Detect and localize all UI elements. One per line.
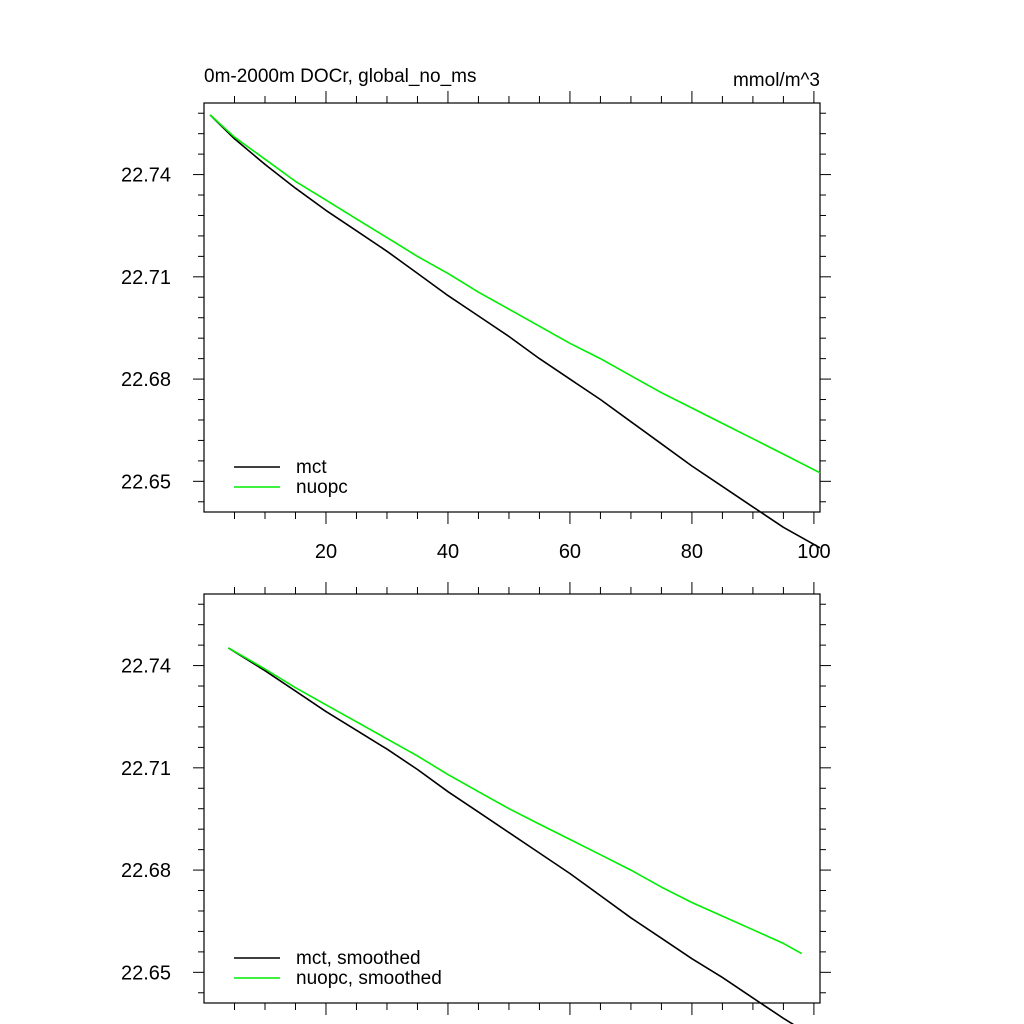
y-tick-label: 22.71 — [121, 267, 171, 289]
y-tick-label: 22.65 — [121, 471, 171, 493]
series-line-nuopc — [209, 114, 821, 474]
y-tick-label: 22.74 — [121, 656, 171, 678]
legend-label: nuopc, smoothed — [296, 968, 442, 989]
x-tick-label: 20 — [315, 541, 337, 563]
series-line-mct — [209, 114, 821, 549]
units-label: mmol/m^3 — [733, 70, 820, 91]
y-tick-label: 22.68 — [121, 860, 171, 882]
legend-label: mct, smoothed — [296, 948, 421, 969]
plot-frame — [203, 102, 821, 513]
panel-bottom: 22.74 22.71 22.68 22.65 mct, smoothednuopc, … — [121, 582, 831, 1024]
y-tick-label: 22.68 — [121, 369, 171, 391]
chart-title: 0m-2000m DOCr, global_no_ms — [204, 66, 476, 87]
series-line-nuopc-smoothed — [228, 647, 803, 955]
y-tick-label: 22.71 — [121, 758, 171, 780]
x-tick-label: 40 — [437, 541, 459, 563]
legend-label: nuopc — [296, 477, 348, 498]
x-tick-label: 80 — [681, 541, 703, 563]
x-tick-label: 60 — [559, 541, 581, 563]
plot-frame — [203, 593, 821, 1004]
series-line-mct-smoothed — [227, 647, 795, 1024]
legend-label: mct — [296, 457, 327, 478]
x-tick-label: 100 — [797, 541, 830, 563]
y-tick-label: 22.74 — [121, 165, 171, 187]
y-tick-label: 22.65 — [121, 962, 171, 984]
